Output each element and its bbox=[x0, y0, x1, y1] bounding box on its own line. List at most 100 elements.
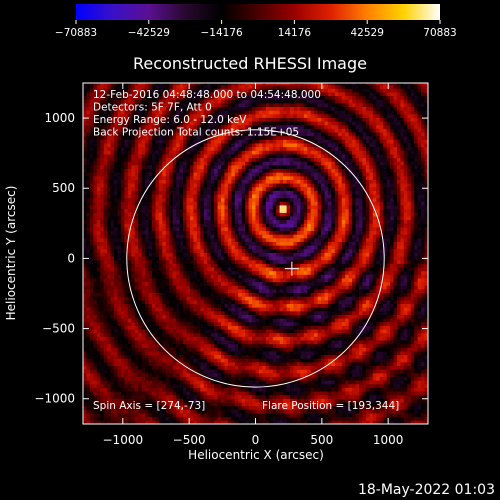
heatmap-cell bbox=[193, 409, 198, 414]
heatmap-cell bbox=[296, 380, 301, 385]
heatmap-cell bbox=[341, 278, 346, 283]
heatmap-cell bbox=[396, 314, 401, 319]
heatmap-cell bbox=[227, 259, 232, 264]
heatmap-cell bbox=[352, 241, 356, 246]
heatmap-cell bbox=[417, 256, 422, 261]
heatmap-cell bbox=[89, 420, 94, 424]
heatmap-cell bbox=[172, 274, 177, 279]
heatmap-cell bbox=[376, 325, 381, 330]
heatmap-cell bbox=[110, 420, 115, 424]
heatmap-cell bbox=[145, 383, 149, 388]
heatmap-cell bbox=[414, 380, 419, 385]
heatmap-cell bbox=[327, 380, 332, 385]
heatmap-cell bbox=[279, 380, 284, 385]
heatmap-cell bbox=[207, 299, 212, 304]
heatmap-cell bbox=[379, 307, 384, 312]
heatmap-cell bbox=[186, 351, 191, 356]
heatmap-cell bbox=[131, 361, 136, 367]
heatmap-cell bbox=[158, 409, 163, 414]
heatmap-cell bbox=[276, 340, 281, 345]
heatmap-cell bbox=[217, 391, 222, 396]
heatmap-cell bbox=[424, 343, 428, 348]
heatmap-cell bbox=[179, 420, 184, 424]
heatmap-cell bbox=[217, 416, 222, 421]
heatmap-cell bbox=[100, 413, 105, 418]
heatmap-cell bbox=[124, 314, 129, 319]
heatmap-cell bbox=[245, 307, 249, 312]
heatmap-cell bbox=[114, 274, 118, 279]
heatmap-cell bbox=[103, 409, 108, 414]
heatmap-cell bbox=[376, 289, 381, 294]
heatmap-cell bbox=[407, 307, 412, 312]
heatmap-cell bbox=[169, 245, 174, 250]
heatmap-cell bbox=[403, 347, 408, 352]
heatmap-cell bbox=[248, 340, 253, 345]
heatmap-cell bbox=[255, 402, 260, 407]
heatmap-cell bbox=[162, 391, 167, 396]
heatmap-cell bbox=[262, 303, 267, 308]
heatmap-cell bbox=[300, 285, 305, 290]
heatmap-cell bbox=[214, 329, 218, 334]
heatmap-cell bbox=[152, 285, 156, 290]
heatmap-cell bbox=[258, 267, 263, 272]
heatmap-cell bbox=[255, 332, 260, 337]
heatmap-cell bbox=[148, 289, 153, 294]
heatmap-cell bbox=[279, 340, 284, 345]
heatmap-cell bbox=[134, 420, 139, 424]
heatmap-cell bbox=[283, 365, 287, 370]
heatmap-cell bbox=[145, 343, 149, 348]
heatmap-cell bbox=[362, 329, 367, 334]
heatmap-cell bbox=[386, 270, 391, 275]
heatmap-cell bbox=[83, 281, 87, 286]
heatmap-cell bbox=[172, 321, 177, 326]
heatmap-cell bbox=[334, 314, 339, 319]
heatmap-cell bbox=[345, 292, 350, 297]
heatmap-cell bbox=[120, 413, 125, 418]
heatmap-cell bbox=[231, 398, 236, 403]
heatmap-cell bbox=[210, 391, 215, 396]
heatmap-cell bbox=[196, 274, 201, 279]
heatmap-cell bbox=[310, 259, 315, 264]
heatmap-cell bbox=[200, 343, 205, 348]
heatmap-cell bbox=[138, 402, 143, 407]
heatmap-cell bbox=[114, 347, 118, 352]
heatmap-cell bbox=[369, 372, 374, 377]
heatmap-cell bbox=[245, 380, 249, 385]
heatmap-cell bbox=[141, 358, 146, 363]
heatmap-cell bbox=[248, 376, 253, 381]
heatmap-cell bbox=[321, 259, 325, 264]
heatmap-cell bbox=[307, 409, 312, 414]
heatmap-cell bbox=[107, 263, 111, 268]
heatmap-cell bbox=[155, 274, 160, 279]
heatmap-cell bbox=[314, 296, 318, 301]
heatmap-cell bbox=[276, 413, 281, 418]
heatmap-cell bbox=[376, 398, 381, 403]
heatmap-cell bbox=[141, 245, 146, 250]
heatmap-cell bbox=[196, 329, 201, 334]
heatmap-cell bbox=[234, 310, 239, 315]
heatmap-cell bbox=[383, 336, 387, 341]
heatmap-cell bbox=[290, 336, 294, 341]
heatmap-cell bbox=[152, 310, 156, 315]
heatmap-cell bbox=[383, 325, 387, 330]
heatmap-cell bbox=[276, 263, 281, 268]
heatmap-cell bbox=[155, 252, 160, 257]
heatmap-cell bbox=[96, 416, 101, 421]
heatmap-cell bbox=[89, 398, 94, 403]
heatmap-cell bbox=[386, 281, 391, 286]
heatmap-cell bbox=[203, 347, 208, 352]
heatmap-cell bbox=[158, 285, 163, 290]
heatmap-cell bbox=[124, 332, 129, 337]
heatmap-cell bbox=[369, 380, 374, 385]
heatmap-cell bbox=[145, 259, 149, 264]
heatmap-cell bbox=[224, 398, 229, 403]
heatmap-cell bbox=[203, 380, 208, 385]
heatmap-cell bbox=[169, 336, 174, 341]
heatmap-cell bbox=[186, 354, 191, 359]
heatmap-cell bbox=[317, 245, 322, 250]
heatmap-cell bbox=[400, 267, 405, 272]
heatmap-cell bbox=[120, 278, 125, 283]
heatmap-cell bbox=[421, 391, 425, 396]
heatmap-cell bbox=[183, 270, 187, 275]
heatmap-cell bbox=[89, 263, 94, 268]
